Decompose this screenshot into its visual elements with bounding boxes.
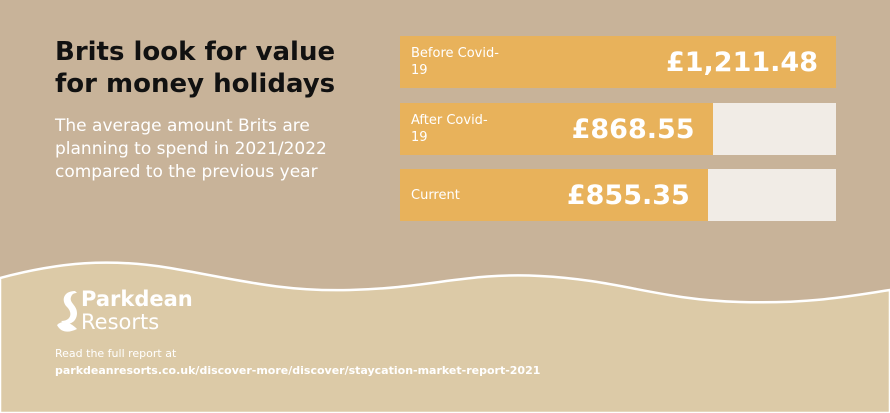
category-label: After Covid-19 [411,113,488,145]
footer-note: Read the full report at [55,347,177,360]
bar-track: Before Covid-19 £1,211.48 [400,36,836,88]
category-label: Before Covid-19 [411,46,499,78]
value-label: £1,211.48 [665,46,818,78]
footer-url: parkdeanresorts.co.uk/discover-more/disc… [55,364,541,377]
bar [400,103,713,155]
bar-track: Current £855.35 [400,169,836,221]
chart-title: Brits look for value for money holidays [55,37,336,99]
chart-subtitle: The average amount Brits are planning to… [55,116,327,182]
brand-suffix: Resorts [81,310,160,334]
wave [0,261,890,413]
bar [400,36,836,88]
bar [400,169,708,221]
value-label: £855.35 [566,179,690,211]
category-label: Current [411,187,460,203]
brand-name: Parkdean [81,287,193,311]
value-label: £868.55 [571,113,695,145]
bar-track: After Covid-19 £868.55 [400,103,836,155]
logo-icon [57,291,77,332]
